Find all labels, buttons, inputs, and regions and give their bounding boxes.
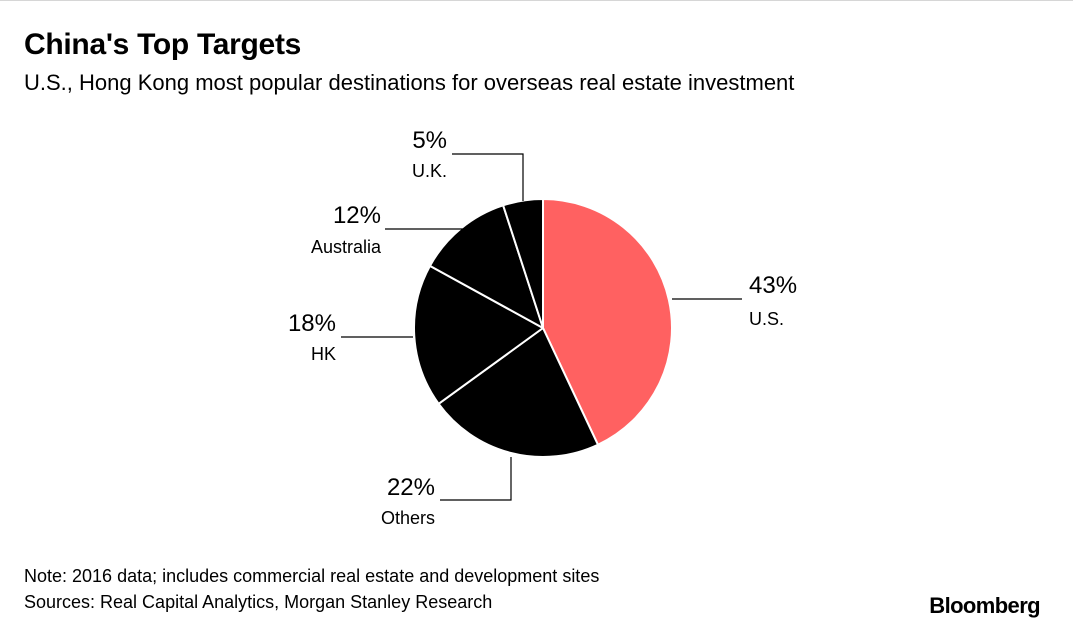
slice-value-u-k: 5%	[412, 127, 447, 154]
slice-label-australia: Australia	[311, 237, 382, 257]
bloomberg-logo: Bloomberg	[929, 593, 1040, 618]
chart-title: China's Top Targets	[24, 28, 302, 61]
chart-subtitle: U.S., Hong Kong most popular destination…	[24, 70, 795, 95]
slice-label-u-k: U.K.	[412, 161, 447, 181]
footnote: Note: 2016 data; includes commercial rea…	[24, 566, 600, 586]
pie-slices	[413, 198, 673, 458]
slice-value-u-s: 43%	[749, 272, 797, 299]
slice-value-australia: 12%	[333, 202, 381, 229]
slice-labels: 43% U.S. 22% Others 18% HK 12% Australia…	[288, 127, 797, 528]
slice-value-others: 22%	[387, 474, 435, 501]
top-divider	[0, 0, 1073, 1]
leader-line-u-k	[452, 153, 524, 201]
pie-slice-hk	[413, 264, 544, 405]
slice-label-hk: HK	[311, 344, 336, 364]
slice-label-u-s: U.S.	[749, 309, 784, 329]
leader-line-others	[440, 457, 512, 501]
slice-value-hk: 18%	[288, 310, 336, 337]
slice-label-others: Others	[381, 508, 435, 528]
pie-slice-u-s	[542, 198, 673, 446]
sources-line: Sources: Real Capital Analytics, Morgan …	[24, 592, 493, 612]
pie-slice-others	[437, 327, 599, 458]
